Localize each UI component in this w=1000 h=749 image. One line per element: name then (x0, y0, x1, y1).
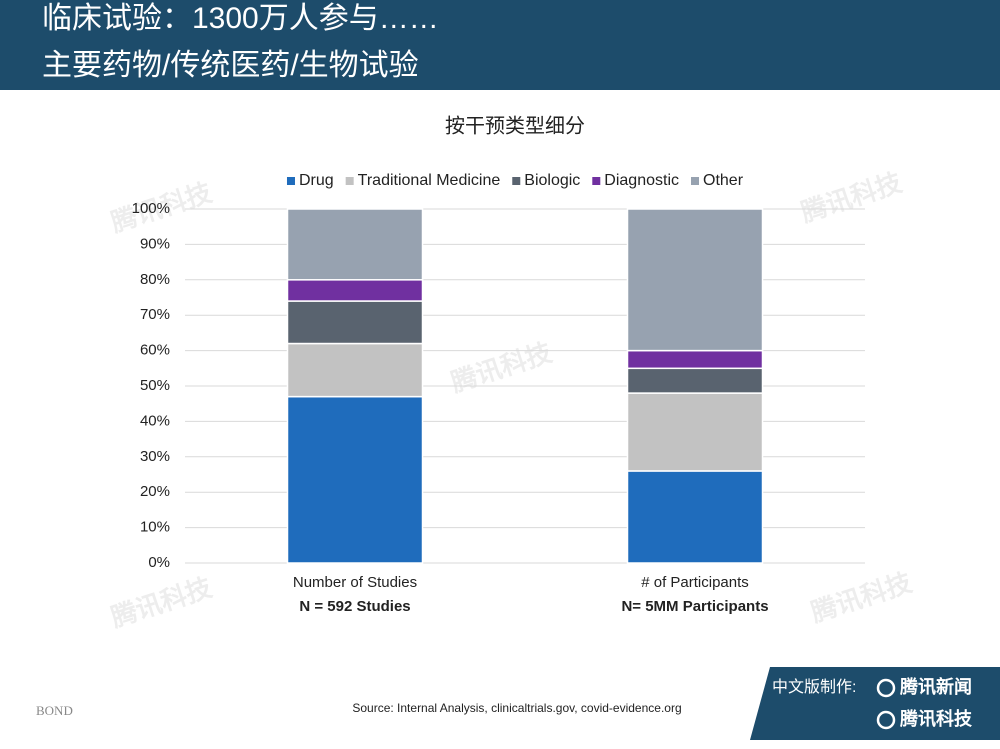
credit-label: 中文版制作: (772, 678, 856, 696)
legend-label: Other (703, 172, 744, 189)
y-tick-label: 90% (140, 235, 170, 252)
bar-segment (286, 342, 424, 398)
source: Source: Internal Analysis, clinicaltrial… (352, 701, 681, 715)
y-tick-label: 20% (140, 483, 170, 500)
y-tick-label: 50% (140, 377, 170, 394)
header-subtitle: 主要药物/传统医药/生物试验 (42, 49, 419, 82)
header-title: 临床试验：1300万人参与…… (42, 2, 439, 35)
legend-label: Drug (299, 172, 334, 189)
bar-segment (626, 208, 764, 352)
category-note: N= 5MM Participants (621, 598, 768, 615)
chart-title: 按干预类型细分 (445, 114, 585, 137)
y-tick-label: 80% (140, 271, 170, 288)
y-tick-label: 10% (140, 519, 170, 536)
bar-segment (286, 395, 424, 564)
y-tick-label: 30% (140, 448, 170, 465)
bar-segment (286, 300, 424, 345)
x-tick-label: # of Participants (641, 574, 749, 591)
bar-segment (286, 279, 424, 302)
watermark: 腾讯科技 (797, 167, 905, 228)
bar-segment (626, 349, 764, 370)
legend: Drug Traditional Medicine Biologic Diagnost… (286, 172, 744, 189)
bar-segment (286, 208, 424, 281)
legend-swatch (286, 177, 295, 185)
y-tick-label: 0% (148, 554, 170, 571)
header-band (0, 0, 1000, 90)
y-tick-label: 60% (140, 342, 170, 359)
x-tick-label: Number of Studies (293, 574, 417, 591)
bar-segment (626, 470, 764, 564)
category-note: N = 592 Studies (299, 598, 410, 615)
plot: 0% 10% 20% 30% 40% 50% 60% 70% 80% 90% 100% Number … (132, 172, 865, 615)
y-tick-label: 70% (140, 306, 170, 323)
legend-swatch (512, 177, 521, 185)
y-tick-label: 40% (140, 412, 170, 429)
bar-segment (626, 392, 764, 472)
legend-label: Diagnostic (604, 172, 679, 189)
legend-label: Biologic (524, 172, 580, 189)
credit-news: 腾讯新闻 (900, 676, 972, 697)
credit-tech: 腾讯科技 (900, 708, 973, 729)
y-tick-label: 100% (132, 200, 170, 217)
logo-icon (876, 710, 896, 730)
logo-icon (876, 678, 896, 698)
legend-swatch (592, 177, 601, 185)
bar-segment (626, 367, 764, 394)
watermark: 腾讯科技 (807, 567, 915, 628)
watermark: 腾讯科技 (107, 572, 215, 633)
legend-swatch (691, 177, 699, 185)
watermark: 腾讯科技 (447, 337, 555, 398)
brand: BOND (36, 703, 73, 718)
legend-swatch (345, 177, 354, 185)
legend-label: Traditional Medicine (358, 172, 501, 189)
credit-badge (750, 667, 1000, 740)
